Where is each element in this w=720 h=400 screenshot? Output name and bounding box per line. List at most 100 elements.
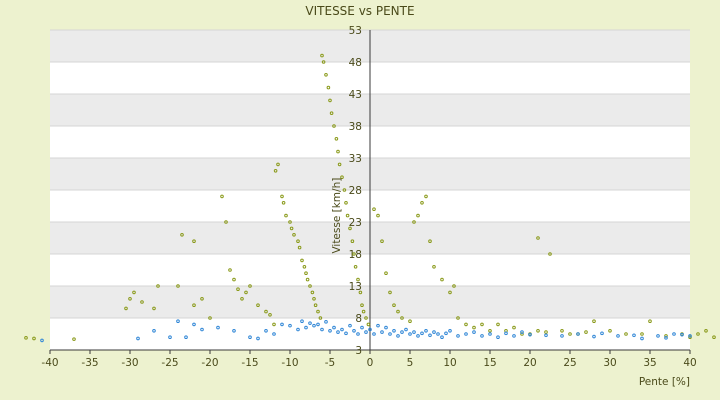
data-point (228, 268, 232, 272)
data-point (273, 169, 278, 173)
data-point (316, 322, 320, 327)
data-point (236, 287, 240, 292)
data-point (364, 330, 368, 334)
data-point (300, 319, 304, 324)
data-point (256, 336, 260, 341)
data-point (336, 149, 340, 154)
data-point (608, 329, 612, 333)
data-point (318, 316, 323, 320)
x-tick-label: -40 (41, 357, 58, 369)
data-point (360, 325, 364, 330)
y-tick-label: 13 (349, 281, 362, 293)
x-tick-label: 20 (523, 357, 536, 369)
data-point (284, 213, 288, 218)
data-point (334, 137, 339, 141)
data-point (300, 258, 304, 263)
data-point (380, 330, 384, 334)
data-point (576, 332, 580, 336)
x-tick-label: 40 (683, 357, 696, 369)
x-tick-label: 10 (443, 357, 456, 369)
data-point (392, 329, 396, 333)
data-point (304, 325, 308, 330)
data-point (432, 265, 436, 269)
data-point (348, 323, 352, 328)
data-point (289, 226, 294, 231)
data-point (280, 194, 284, 199)
x-tick-label: 25 (563, 357, 576, 369)
data-point (324, 320, 328, 324)
data-point (312, 297, 316, 301)
data-point (281, 201, 286, 205)
data-point (352, 252, 356, 256)
data-point (332, 325, 336, 330)
data-point (712, 335, 716, 340)
data-point (544, 330, 548, 334)
data-point (248, 284, 252, 288)
data-point (296, 239, 300, 243)
x-tick-label: 0 (367, 357, 374, 369)
data-point (124, 306, 128, 311)
y-tick-label: 8 (355, 313, 362, 325)
y-tick-label: 53 (349, 25, 362, 37)
data-point (304, 271, 308, 276)
data-point (313, 303, 318, 308)
data-point (216, 325, 220, 330)
data-point (592, 334, 596, 339)
data-point (464, 332, 468, 336)
data-point (704, 329, 708, 333)
data-point (176, 284, 180, 288)
data-point (356, 277, 360, 282)
data-point (340, 175, 344, 179)
y-tick-label: 28 (349, 185, 362, 197)
y-tick-label: 33 (349, 153, 362, 165)
data-point (664, 336, 668, 340)
y-tick-label: 23 (349, 217, 362, 229)
data-point (376, 213, 380, 218)
data-point (420, 331, 424, 336)
x-tick-label: -35 (81, 357, 98, 369)
data-point (32, 336, 36, 341)
y-tick-label: 3 (355, 345, 362, 357)
data-point (200, 297, 204, 301)
data-point (152, 306, 156, 311)
data-point (548, 252, 552, 256)
data-point (332, 124, 336, 128)
data-point (672, 332, 676, 336)
data-point (632, 333, 636, 338)
data-point (488, 332, 492, 336)
data-point (452, 284, 456, 288)
data-point (40, 338, 44, 343)
data-point (256, 303, 260, 308)
data-point (316, 309, 320, 314)
data-point (272, 322, 276, 327)
data-point (680, 332, 684, 337)
x-axis-label: Pente [%] (639, 376, 690, 388)
data-point (456, 316, 460, 320)
data-point (424, 329, 428, 333)
data-point (132, 290, 136, 295)
data-point (337, 162, 342, 167)
data-point (504, 331, 508, 336)
data-point (336, 330, 340, 334)
data-point (388, 290, 392, 295)
data-point (472, 325, 476, 330)
data-point (436, 332, 440, 336)
data-point (340, 327, 344, 332)
data-point (472, 330, 476, 334)
data-point (200, 327, 204, 332)
data-point (368, 327, 372, 332)
data-point (696, 332, 700, 336)
data-point (388, 332, 392, 336)
data-point (345, 213, 350, 218)
data-point (152, 329, 156, 333)
data-point (416, 213, 420, 218)
data-point (352, 329, 356, 333)
x-tick-label: -20 (201, 357, 218, 369)
data-point (444, 331, 448, 336)
data-point (656, 334, 660, 338)
data-point (440, 335, 444, 340)
data-point (356, 332, 360, 336)
data-point (456, 334, 460, 338)
data-point (400, 330, 404, 334)
data-point (232, 329, 236, 333)
